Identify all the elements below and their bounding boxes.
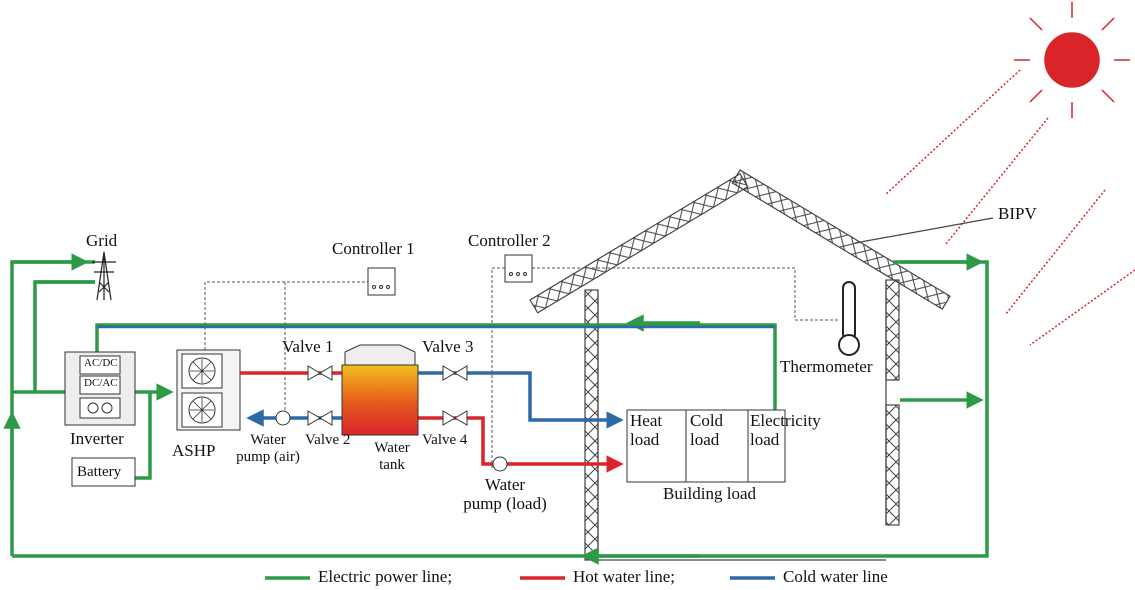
- power-lines: [3, 253, 989, 565]
- grid-tower: [92, 251, 116, 301]
- legend-entry: Electric power line;: [318, 567, 453, 586]
- label: Heat load: [630, 411, 663, 449]
- sun: [884, 2, 1135, 346]
- inverter: [64, 351, 136, 426]
- controllers: [367, 254, 533, 296]
- control-wires: [204, 267, 840, 470]
- label: Building load: [663, 484, 757, 503]
- label: ASHP: [172, 441, 216, 460]
- label: Valve 1: [282, 337, 334, 356]
- label: Valve 3: [422, 337, 474, 356]
- label: Electricity load: [750, 411, 821, 449]
- label: Controller 1: [332, 239, 415, 258]
- label: Water pump (air): [236, 432, 300, 465]
- house: [529, 169, 994, 561]
- label: Thermometer: [780, 357, 873, 376]
- legend-entry: Hot water line;: [573, 567, 675, 586]
- label: Battery: [77, 464, 122, 480]
- ashp: [176, 349, 241, 431]
- label: Grid: [86, 231, 118, 250]
- label: DC/AC: [84, 377, 118, 389]
- battery-box: [71, 457, 136, 487]
- label: Valve 2: [305, 432, 351, 448]
- label: AC/DC: [84, 357, 118, 369]
- label: Controller 2: [468, 231, 551, 250]
- thermometer: [838, 281, 860, 356]
- label: Water tank: [374, 440, 410, 473]
- label: BIPV: [998, 204, 1037, 223]
- label: Valve 4: [422, 432, 468, 448]
- legend-entry: Cold water line: [783, 567, 888, 586]
- label: Water pump (load): [463, 475, 547, 513]
- water-tank: [341, 344, 419, 436]
- label: Inverter: [70, 429, 124, 448]
- label: Cold load: [690, 411, 724, 449]
- building-load: [626, 409, 786, 483]
- valves: [275, 365, 508, 472]
